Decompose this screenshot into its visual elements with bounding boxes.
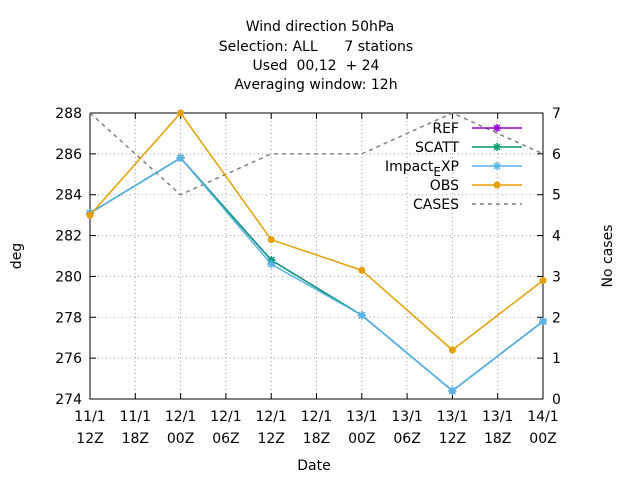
y-tick-label: 274 xyxy=(55,392,82,408)
x-tick-label-hour: 06Z xyxy=(212,431,239,447)
y-tick-label: 288 xyxy=(55,106,82,122)
series-line xyxy=(89,156,544,392)
star-marker-d2 xyxy=(448,387,456,395)
data-point xyxy=(539,277,547,285)
series-scatt xyxy=(86,153,547,395)
star-marker-d2 xyxy=(267,260,275,268)
data-point xyxy=(177,109,185,117)
x-tick-label-hour: 18Z xyxy=(122,431,149,447)
x-tick-label-hour: 12Z xyxy=(76,431,103,447)
legend-label: CASES xyxy=(413,197,459,213)
title-line-1: Wind direction 50hPa xyxy=(246,19,395,35)
legend-entry: OBS xyxy=(430,178,522,194)
axes: 274 276 278 280 282 284 286 288 0 1 2 3 4 5 6 7 11/1 12Z 1… xyxy=(55,106,561,447)
x-tick-label-hour: 00Z xyxy=(529,431,556,447)
series-line xyxy=(89,111,544,351)
legend-entry: ImpactEXP xyxy=(385,159,522,179)
series-line xyxy=(89,156,544,392)
x-tick-label-hour: 12Z xyxy=(439,431,466,447)
x-tick-label-date: 11/1 xyxy=(120,409,151,425)
series-ref xyxy=(86,153,547,395)
y2-tick-label: 3 xyxy=(552,269,561,285)
legend-entry: REF xyxy=(432,121,522,137)
x-tick-label-date: 14/1 xyxy=(527,409,558,425)
x-tick-label-date: 13/1 xyxy=(437,409,468,425)
legend-label: ImpactEXP xyxy=(385,159,459,179)
y2-axis-label: No cases xyxy=(600,225,616,288)
series-impact-exp xyxy=(86,153,547,395)
data-point xyxy=(358,266,366,274)
star-marker-d2 xyxy=(493,143,501,151)
x-tick-label-date: 12/1 xyxy=(165,409,196,425)
legend-label: OBS xyxy=(430,178,459,194)
star-marker-d2 xyxy=(358,311,366,319)
plot-frame xyxy=(89,112,544,400)
y-tick-label: 278 xyxy=(55,310,82,326)
x-tick-label-hour: 18Z xyxy=(484,431,511,447)
data-point xyxy=(86,211,94,219)
series-line xyxy=(89,112,544,196)
x-tick-label-date: 13/1 xyxy=(482,409,513,425)
y2-tick-label: 5 xyxy=(552,188,561,204)
y-tick-label: 284 xyxy=(55,188,82,204)
y2-tick-label: 6 xyxy=(552,147,561,163)
star-marker-d2 xyxy=(493,124,501,132)
x-tick-label-date: 13/1 xyxy=(346,409,377,425)
grid xyxy=(90,113,543,399)
series-line xyxy=(89,156,544,392)
data-point xyxy=(267,236,275,244)
legend-marker xyxy=(493,181,501,189)
star-marker-d2 xyxy=(493,162,501,170)
data-point xyxy=(448,346,456,354)
y-tick-label: 276 xyxy=(55,351,82,367)
series xyxy=(86,109,547,395)
series-obs xyxy=(86,109,547,354)
x-axis-label: Date xyxy=(297,458,330,474)
title-line-2: Selection: ALL 7 stations xyxy=(219,39,413,55)
x-tick-label-hour: 00Z xyxy=(167,431,194,447)
y2-tick-label: 0 xyxy=(552,392,561,408)
x-tick-label-date: 12/1 xyxy=(301,409,332,425)
x-tick-label-hour: 18Z xyxy=(303,431,330,447)
x-tick-label-date: 11/1 xyxy=(74,409,105,425)
x-tick-label-date: 12/1 xyxy=(210,409,241,425)
legend-entry: SCATT xyxy=(415,140,522,156)
y2-tick-label: 4 xyxy=(552,229,561,245)
y2-tick-label: 1 xyxy=(552,351,561,367)
y-axis-label: deg xyxy=(9,243,25,269)
star-marker-d2 xyxy=(539,317,547,325)
legend-label: REF xyxy=(432,121,459,137)
x-tick-label-date: 12/1 xyxy=(255,409,286,425)
y-tick-label: 282 xyxy=(55,229,82,245)
x-tick-label-hour: 00Z xyxy=(348,431,375,447)
x-tick-label-hour: 06Z xyxy=(393,431,420,447)
y2-tick-label: 7 xyxy=(552,106,561,122)
x-tick-label-date: 13/1 xyxy=(391,409,422,425)
chart-title: Wind direction 50hPa Selection: ALL 7 st… xyxy=(219,19,413,93)
star-marker-d2 xyxy=(177,154,185,162)
y-tick-label: 286 xyxy=(55,147,82,163)
title-line-4: Averaging window: 12h xyxy=(234,77,397,93)
series-cases xyxy=(89,112,544,196)
title-line-3: Used 00,12 + 24 xyxy=(253,58,380,74)
legend-label: SCATT xyxy=(415,140,459,156)
y-tick-label: 280 xyxy=(55,269,82,285)
x-tick-label-hour: 12Z xyxy=(257,431,284,447)
y2-tick-label: 2 xyxy=(552,310,561,326)
legend-entry: CASES xyxy=(413,197,522,213)
